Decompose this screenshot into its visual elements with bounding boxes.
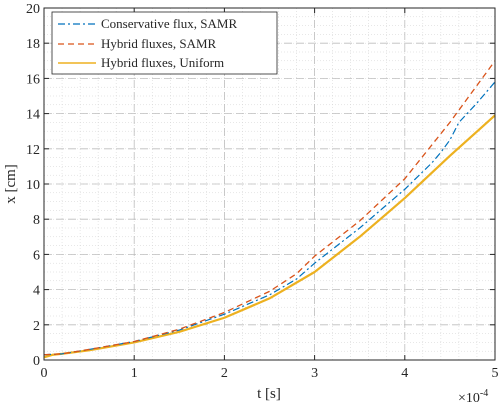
y-tick-label: 12 <box>26 143 40 158</box>
y-tick-label: 0 <box>33 354 40 369</box>
y-tick-label: 18 <box>26 37 40 52</box>
x-tick-label: 2 <box>221 366 228 381</box>
y-tick-label: 14 <box>26 108 40 123</box>
x-tick-label: 0 <box>41 366 48 381</box>
x-multiplier-base: ×10 <box>458 391 480 406</box>
y-tick-label: 20 <box>26 2 40 17</box>
y-tick-label: 8 <box>33 213 40 228</box>
y-tick-label: 2 <box>33 319 40 334</box>
legend-label-hybrid-samr: Hybrid fluxes, SAMR <box>101 36 217 51</box>
x-tick-label: 1 <box>131 366 138 381</box>
x-tick-label: 4 <box>401 366 408 381</box>
x-multiplier-exponent: -4 <box>480 388 488 399</box>
legend: Conservative flux, SAMR Hybrid fluxes, S… <box>52 12 277 74</box>
y-axis-label: x [cm] <box>3 164 19 204</box>
y-tick-label: 10 <box>26 178 40 193</box>
legend-label-conservative: Conservative flux, SAMR <box>101 16 237 31</box>
x-tick-label: 3 <box>311 366 318 381</box>
y-tick-label: 6 <box>33 248 40 263</box>
y-tick-label: 4 <box>33 284 40 299</box>
y-tick-label: 16 <box>26 72 40 87</box>
legend-label-hybrid-uniform: Hybrid fluxes, Uniform <box>101 55 224 70</box>
x-axis-label: t [s] <box>257 386 281 402</box>
x-tick-label: 5 <box>492 366 499 381</box>
